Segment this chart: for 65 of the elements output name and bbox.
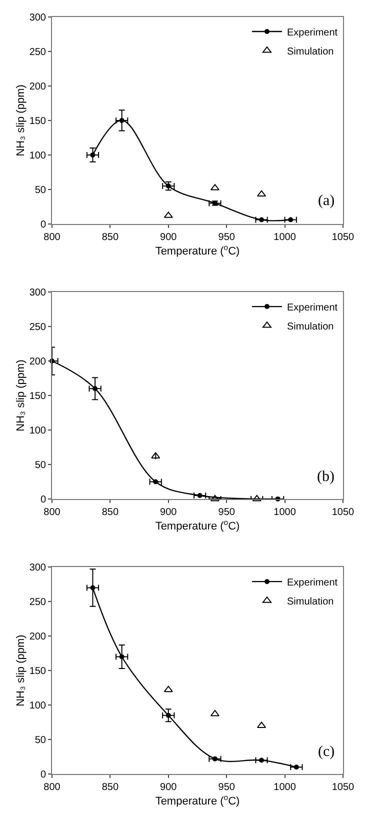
legend-label: Simulation [287, 46, 334, 58]
x-tick-label: 950 [218, 232, 236, 243]
legend-label: Experiment [287, 27, 338, 38]
annotation: (a) [318, 193, 335, 209]
y-tick-label: 150 [29, 666, 46, 678]
y-tick-label: 100 [29, 150, 46, 162]
y-tick-label: 200 [29, 356, 46, 368]
legend-label: Simulation [287, 596, 334, 608]
point [210, 710, 220, 716]
legend-label: Experiment [287, 302, 338, 314]
y-axis-title: NH₃ slip (ppm) [14, 360, 27, 432]
point [90, 152, 96, 158]
x-tick-label: 850 [102, 782, 119, 793]
y-tick-label: 50 [34, 460, 46, 471]
y-tick-label: 0 [40, 219, 46, 230]
y-tick-label: 100 [29, 425, 46, 436]
annotation: (b) [317, 469, 334, 485]
point [252, 494, 262, 502]
x-axis-title: Temperature ($^{o}$C) [155, 793, 240, 808]
y-tick-label: 300 [29, 12, 46, 24]
y-tick-label: 200 [29, 632, 46, 643]
y-tick-label: 250 [29, 46, 46, 58]
y-tick-label: 0 [40, 769, 46, 780]
y-tick-label: 150 [29, 116, 46, 127]
x-tick-label: 850 [102, 232, 119, 243]
x-tick-label: 1050 [332, 506, 355, 518]
point [210, 494, 220, 502]
y-tick-label: 250 [29, 322, 46, 334]
y-tick-label: 50 [34, 184, 46, 196]
y-tick-label: 50 [34, 735, 46, 746]
point [166, 712, 171, 718]
x-tick-label: 900 [160, 232, 178, 243]
x-tick-label: 900 [160, 782, 178, 793]
x-tick-label: 900 [160, 506, 178, 518]
point [119, 118, 124, 123]
x-axis-title: Temperature ($^{o}$C) [155, 518, 240, 533]
point [256, 190, 266, 197]
y-tick-label: 150 [29, 391, 46, 402]
point [92, 386, 98, 392]
x-tick-label: 1000 [274, 506, 296, 518]
point [90, 585, 96, 590]
point [119, 654, 124, 660]
x-tick-label: 950 [218, 506, 236, 518]
y-tick-label: 250 [29, 597, 46, 608]
legend-label: Experiment [287, 577, 338, 588]
y-tick-label: 300 [29, 562, 46, 574]
annotation: (c) [318, 744, 335, 760]
x-tick-label: 850 [102, 506, 119, 518]
point [164, 686, 173, 692]
y-axis-title: NH₃ slip (ppm) [14, 634, 27, 706]
x-tick-label: 800 [44, 506, 61, 518]
y-tick-label: 300 [29, 288, 46, 299]
x-tick-label: 800 [44, 232, 61, 243]
y-tick-label: 200 [29, 81, 46, 92]
x-tick-label: 1000 [274, 232, 296, 243]
legend-label: Simulation [287, 321, 334, 332]
x-tick-label: 1050 [332, 782, 355, 793]
y-tick-label: 0 [40, 494, 46, 506]
x-tick-label: 950 [218, 782, 236, 793]
x-tick-label: 800 [44, 782, 61, 793]
y-axis-title: NH₃ slip (ppm) [14, 84, 27, 156]
x-tick-label: 1050 [332, 232, 355, 243]
x-tick-label: 1000 [274, 782, 296, 793]
x-axis-title: Temperature ($^{o}$C) [155, 242, 240, 258]
y-tick-label: 100 [29, 700, 46, 712]
